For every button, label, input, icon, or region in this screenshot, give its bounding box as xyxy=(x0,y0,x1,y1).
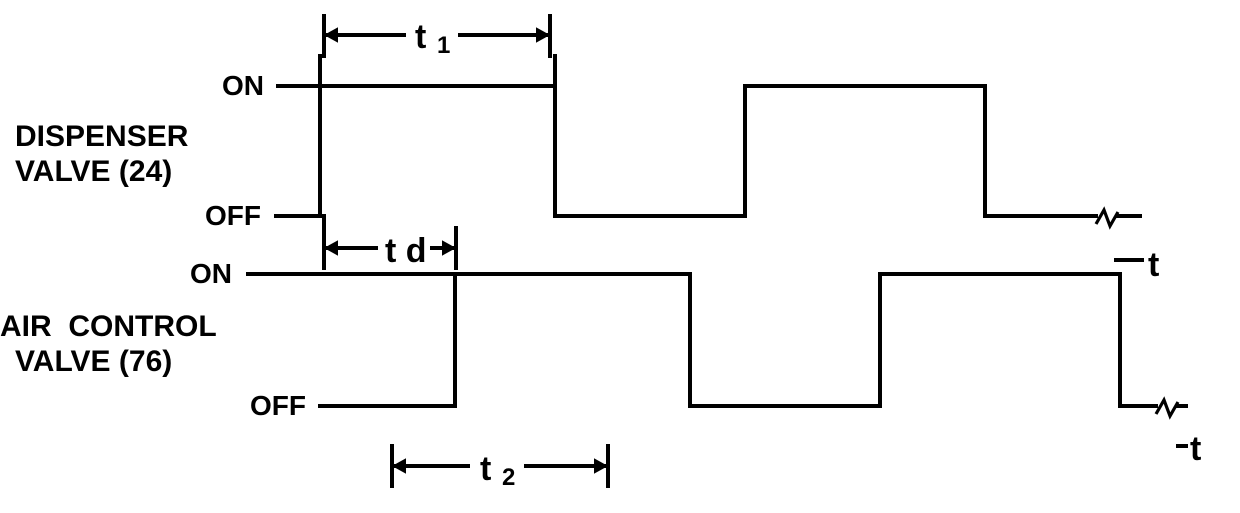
timing-svg xyxy=(0,0,1240,513)
label-bot-off: OFF xyxy=(250,390,306,422)
label-bot-on: ON xyxy=(190,258,232,290)
label-t2: t xyxy=(480,450,491,489)
label-top-off: OFF xyxy=(205,200,261,232)
label-axis-t-lower: t xyxy=(1190,430,1201,469)
label-air-1: AIR CONTROL xyxy=(0,310,217,344)
label-td: t d xyxy=(385,232,427,271)
label-axis-t-upper: t xyxy=(1148,246,1159,285)
label-air-2: VALVE (76) xyxy=(15,345,172,379)
label-dispenser-2: VALVE (24) xyxy=(15,155,172,189)
label-dispenser-1: DISPENSER xyxy=(15,120,188,154)
label-t1-sub: 1 xyxy=(437,32,450,60)
diagram-canvas: DISPENSER VALVE (24) AIR CONTROL VALVE (… xyxy=(0,0,1240,513)
label-t2-sub: 2 xyxy=(502,464,515,492)
label-top-on: ON xyxy=(222,70,264,102)
label-t1: t xyxy=(415,18,426,57)
